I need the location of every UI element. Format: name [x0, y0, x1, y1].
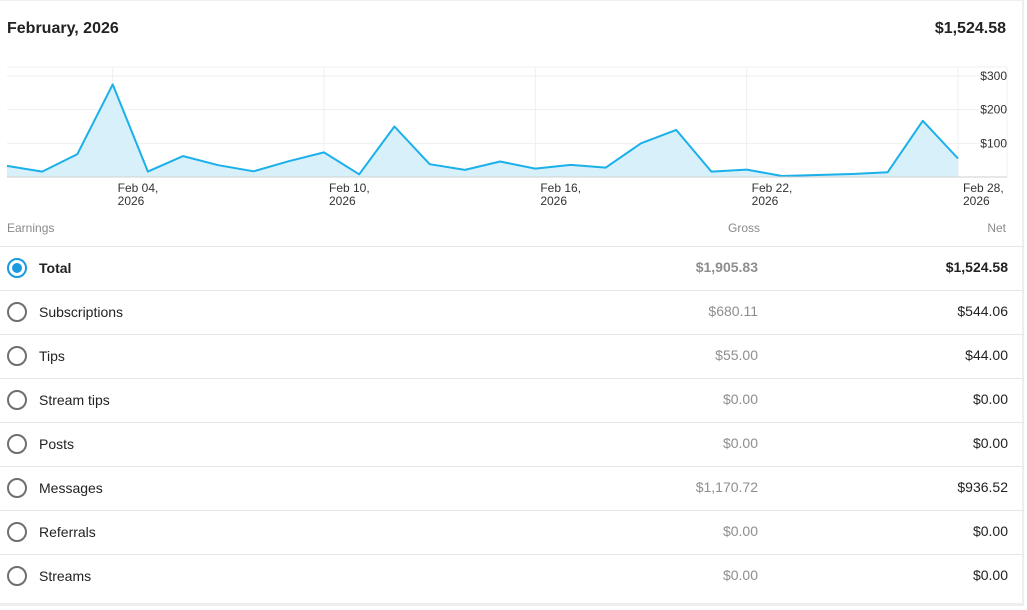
row-gross-value: $680.11 [708, 303, 758, 319]
row-label: Stream tips [39, 392, 110, 408]
row-label: Streams [39, 568, 92, 584]
period-header: February, 2026 $1,524.58 [7, 20, 1006, 44]
earnings-row-messages[interactable]: Messages $1,170.72 $936.52 [0, 466, 1024, 510]
row-radio-button[interactable] [7, 478, 27, 498]
earnings-row-subscriptions[interactable]: Subscriptions $680.11 $544.06 [0, 290, 1024, 334]
earnings-row-referrals[interactable]: Referrals $0.00 $0.00 [0, 510, 1024, 554]
row-gross-value: $0.00 [722, 523, 758, 539]
y-tick-label: $100 [980, 136, 1007, 150]
row-label: Total [39, 260, 72, 276]
row-radio-button[interactable] [7, 522, 27, 542]
row-radio-button[interactable] [7, 346, 27, 366]
row-gross-value: $1,170.72 [695, 479, 758, 495]
x-tick-label: Feb 04, 2026 [118, 181, 159, 208]
row-radio-button[interactable] [7, 434, 27, 454]
row-label: Tips [39, 348, 65, 364]
column-header-net: Net [987, 221, 1006, 235]
earnings-area-fill [7, 84, 958, 177]
earnings-row-stream-tips[interactable]: Stream tips $0.00 $0.00 [0, 378, 1024, 422]
row-label: Referrals [39, 524, 96, 540]
x-tick-label: Feb 16, 2026 [540, 181, 581, 208]
earnings-line [6, 83, 959, 177]
row-net-value: $1,524.58 [945, 259, 1008, 275]
row-label: Posts [39, 436, 75, 452]
row-radio-button[interactable] [7, 302, 27, 322]
x-tick-label: Feb 22, 2026 [752, 181, 793, 208]
table-header: Earnings Gross Net [7, 221, 1006, 237]
period-title: February, 2026 [7, 20, 119, 37]
row-gross-value: $0.00 [722, 391, 758, 407]
x-tick-label: Feb 28, 2026 [963, 181, 1004, 208]
y-tick-label: $200 [980, 103, 1007, 117]
row-gross-value: $0.00 [722, 435, 758, 451]
earnings-row-streams[interactable]: Streams $0.00 $0.00 [0, 554, 1024, 598]
row-gross-value: $55.00 [715, 347, 758, 363]
period-net-total: $1,524.58 [934, 20, 1006, 37]
earnings-row-posts[interactable]: Posts $0.00 $0.00 [0, 422, 1024, 466]
x-tick-label: Feb 10, 2026 [329, 181, 370, 208]
earnings-chart: $100 $200 $300 Feb 04, 2026 Feb 10, 2026 Feb 16… [0, 61, 1024, 216]
earnings-chart-svg: $100 $200 $300 Feb 04, 2026 Feb 10, 2026 Feb 16… [6, 66, 1008, 208]
row-radio-button[interactable] [7, 566, 27, 586]
row-net-value: $0.00 [972, 523, 1008, 539]
row-net-value: $0.00 [972, 391, 1008, 407]
row-net-value: $936.52 [957, 479, 1008, 495]
row-radio-button[interactable] [7, 390, 27, 410]
row-label: Messages [39, 480, 103, 496]
row-gross-value: $0.00 [722, 567, 758, 583]
row-net-value: $44.00 [965, 347, 1008, 363]
row-gross-value: $1,905.83 [695, 259, 758, 275]
earnings-row-total[interactable]: Total $1,905.83 $1,524.58 [0, 246, 1024, 290]
row-net-value: $544.06 [957, 303, 1008, 319]
earnings-table: Total $1,905.83 $1,524.58 Subscriptions $680… [0, 246, 1024, 598]
earnings-row-tips[interactable]: Tips $55.00 $44.00 [0, 334, 1024, 378]
column-header-earnings: Earnings [7, 221, 55, 235]
column-header-gross: Gross [727, 221, 760, 235]
row-net-value: $0.00 [972, 567, 1008, 583]
row-radio-button[interactable] [7, 258, 27, 278]
row-net-value: $0.00 [972, 435, 1008, 451]
row-label: Subscriptions [39, 304, 124, 320]
y-tick-label: $300 [980, 69, 1007, 83]
